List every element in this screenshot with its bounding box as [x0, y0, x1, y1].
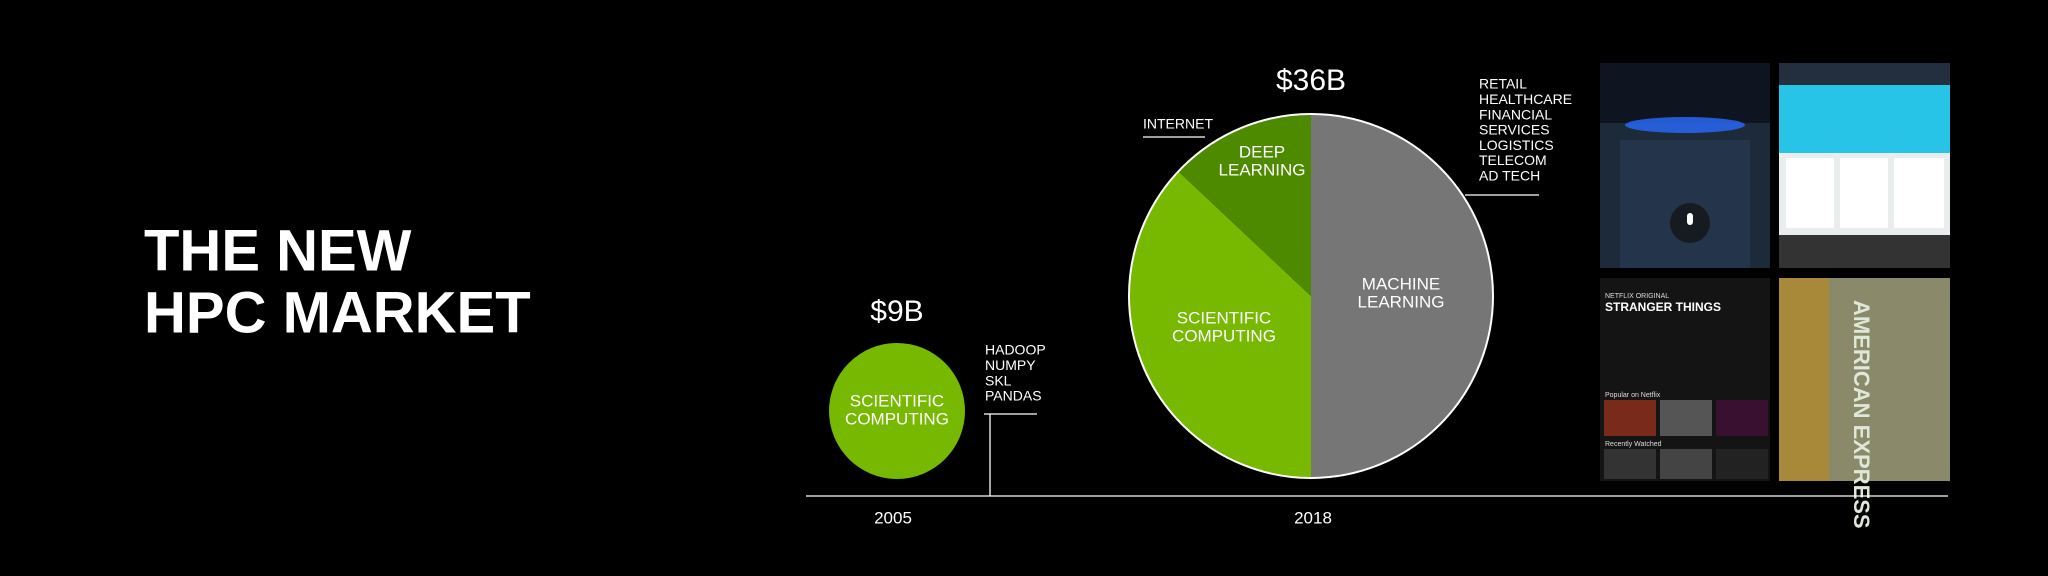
screenshot-card: AMERICAN EXPRESS	[1779, 278, 1950, 529]
segment-label: MACHINE	[1362, 274, 1440, 293]
pie-outline	[1128, 113, 1494, 479]
segment-label: SCIENTIFIC	[1177, 308, 1271, 327]
segment-label: COMPUTING	[845, 409, 949, 428]
netflix-text: NETFLIX ORIGINAL	[1605, 293, 1669, 300]
slide-title: THE NEW	[144, 218, 412, 283]
segment-label: LEARNING	[1219, 160, 1306, 179]
callout-text: HADOOP	[985, 342, 1046, 358]
callout-text: SERVICES	[1479, 122, 1550, 138]
callout-text: AD TECH	[1479, 168, 1540, 184]
slide-title: HPC MARKET	[144, 280, 531, 345]
market-total: $36B	[1276, 64, 1346, 97]
callout-text: PANDAS	[985, 388, 1042, 404]
callout-text: LOGISTICS	[1479, 137, 1554, 153]
year-label: 2018	[1294, 508, 1332, 527]
callout-text: RETAIL	[1479, 76, 1527, 92]
card-text: AMERICAN EXPRESS	[1849, 300, 1874, 529]
callout-text: SKL	[985, 372, 1012, 388]
callout-text: HEALTHCARE	[1479, 91, 1572, 107]
netflix-text: Popular on Netflix	[1605, 392, 1661, 399]
pie-slice	[829, 343, 965, 479]
screenshot-amazon	[1779, 63, 1950, 268]
market-total: $9B	[870, 295, 923, 328]
callout-text: NUMPY	[985, 357, 1036, 373]
netflix-text: STRANGER THINGS	[1605, 300, 1721, 314]
callout-text: INTERNET	[1143, 116, 1213, 132]
netflix-text: Recently Watched	[1605, 441, 1662, 448]
screenshot-echo	[1600, 63, 1770, 268]
year-label: 2005	[874, 508, 912, 527]
segment-label: SCIENTIFIC	[850, 391, 944, 410]
pie-slice	[1129, 171, 1311, 479]
screenshot-netflix: NETFLIX ORIGINAL STRANGER THINGS Popular…	[1600, 278, 1770, 481]
callout-text: TELECOM	[1479, 152, 1547, 168]
segment-label: LEARNING	[1358, 292, 1445, 311]
segment-label: DEEP	[1239, 142, 1285, 161]
pie-slice	[1311, 114, 1493, 478]
callout-text: FINANCIAL	[1479, 106, 1552, 122]
pie-slice	[1178, 114, 1311, 296]
segment-label: COMPUTING	[1172, 326, 1276, 345]
